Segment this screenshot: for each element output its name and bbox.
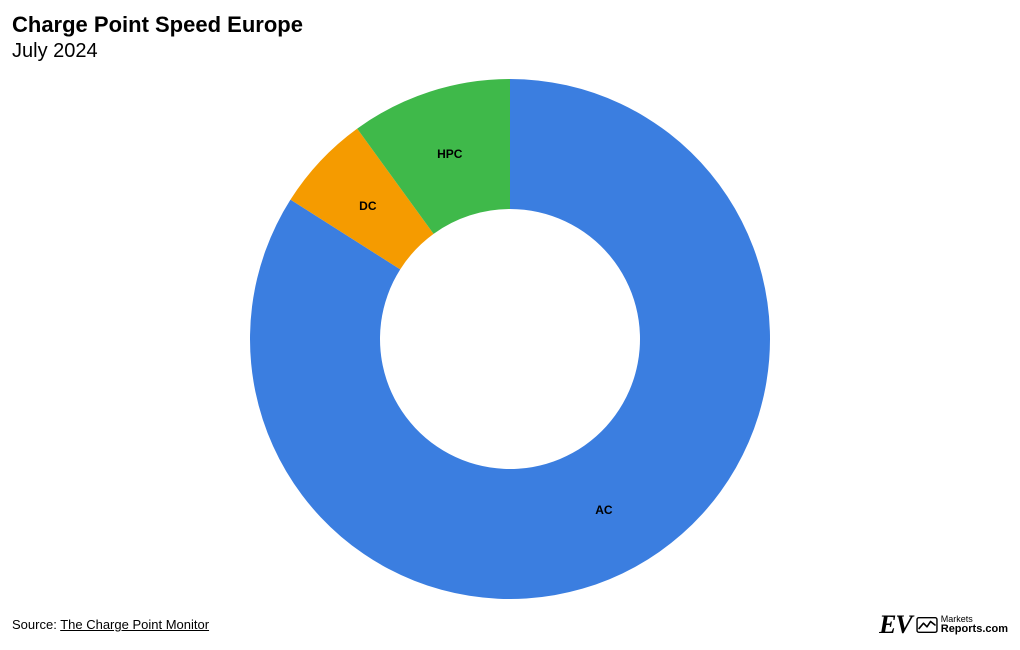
slice-label-hpc: HPC — [437, 147, 462, 161]
brand-ev-text: EV — [879, 610, 912, 640]
chart-subtitle: July 2024 — [12, 40, 98, 63]
source-line: Source: The Charge Point Monitor — [12, 617, 209, 632]
source-prefix: Source: — [12, 617, 60, 632]
donut-chart: AC DC HPC — [250, 79, 770, 599]
chart-title: Charge Point Speed Europe — [12, 12, 303, 38]
brand-logo: EV Markets Reports.com — [879, 610, 1008, 640]
chart-icon — [916, 617, 938, 633]
source-link[interactable]: The Charge Point Monitor — [60, 617, 209, 632]
slice-label-ac: AC — [595, 503, 612, 517]
brand-text: Markets Reports.com — [941, 615, 1008, 635]
chart-area: AC DC HPC — [0, 78, 1020, 600]
slice-label-dc: DC — [359, 199, 376, 213]
brand-reports: Reports.com — [941, 624, 1008, 635]
